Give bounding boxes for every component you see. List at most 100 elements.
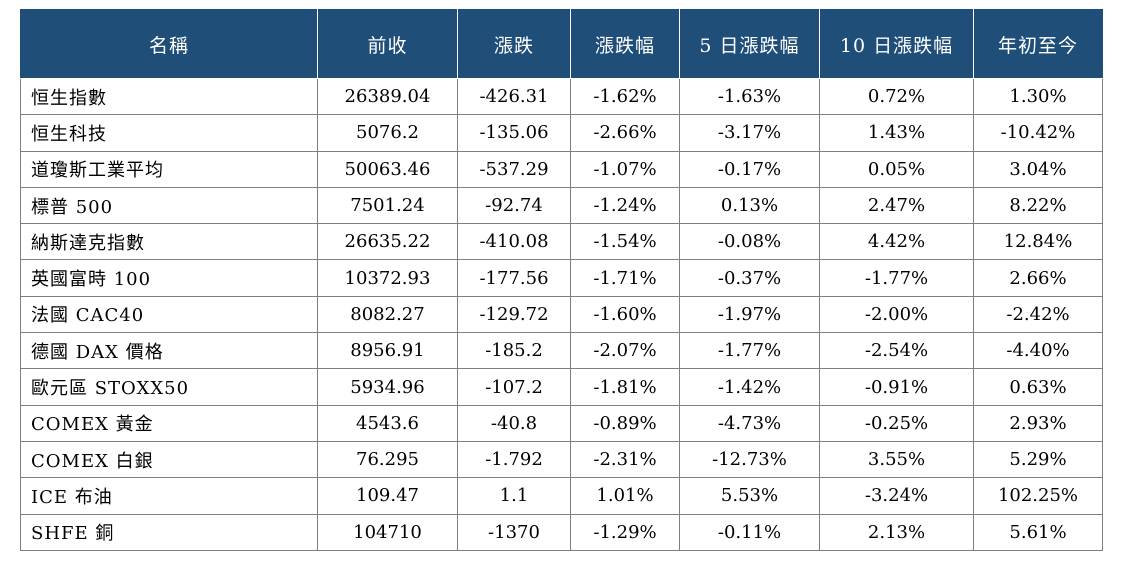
cell-5day-change-pct: 5.53% [679,477,820,515]
header-row: 名稱 前收 漲跌 漲跌幅 5 日漲跌幅 10 日漲跌幅 年初至今 [20,9,1103,79]
cell-name: 英國富時 100 [20,259,318,297]
cell-prev-close: 5934.96 [317,368,458,406]
cell-change: -185.2 [457,332,571,370]
table-row: 道瓊斯工業平均 50063.46 -537.29 -1.07% -0.17% 0.05% 3… [20,150,1103,188]
cell-ytd: -10.42% [973,114,1103,152]
cell-prev-close: 26635.22 [317,223,458,261]
table-row: 恒生指數 26389.04 -426.31 -1.62% -1.63% 0.72% 1.30… [20,77,1103,116]
cell-prev-close: 50063.46 [317,150,458,188]
cell-name: SHFE 銅 [20,513,318,551]
cell-ytd: 8.22% [973,186,1103,225]
cell-change: -1.792 [457,440,571,479]
cell-change-pct: -1.81% [570,368,680,406]
cell-change-pct: -2.31% [570,440,680,479]
cell-5day-change-pct: -0.08% [679,223,820,261]
cell-10day-change-pct: 0.05% [819,150,974,188]
cell-change-pct: -1.07% [570,150,680,188]
cell-ytd: 2.93% [973,404,1103,442]
market-table-container: 名稱 前收 漲跌 漲跌幅 5 日漲跌幅 10 日漲跌幅 年初至今 恒生指數 263… [20,9,1103,551]
table-row: 法國 CAC40 8082.27 -129.72 -1.60% -1.97% -2.00%… [20,295,1103,334]
table-row: COMEX 黃金 4543.6 -40.8 -0.89% -4.73% -0.25% 2.9… [20,404,1103,442]
cell-prev-close: 7501.24 [317,186,458,225]
cell-ytd: 2.66% [973,259,1103,297]
table-row: COMEX 白銀 76.295 -1.792 -2.31% -12.73% 3.55% 5.… [20,440,1103,479]
market-performance-table: 名稱 前收 漲跌 漲跌幅 5 日漲跌幅 10 日漲跌幅 年初至今 恒生指數 263… [20,9,1103,551]
table-row: 納斯達克指數 26635.22 -410.08 -1.54% -0.08% 4.42% 12… [20,223,1103,261]
header-change-pct: 漲跌幅 [570,9,680,79]
cell-10day-change-pct: -0.25% [819,404,974,442]
cell-5day-change-pct: -1.63% [679,77,820,116]
cell-prev-close: 8956.91 [317,332,458,370]
cell-ytd: 12.84% [973,223,1103,261]
cell-change: -92.74 [457,186,571,225]
cell-name: 道瓊斯工業平均 [20,150,318,188]
cell-10day-change-pct: 3.55% [819,440,974,479]
table-row: 恒生科技 5076.2 -135.06 -2.66% -3.17% 1.43% -10.42… [20,114,1103,152]
cell-prev-close: 4543.6 [317,404,458,442]
cell-name: 恒生指數 [20,77,318,116]
cell-prev-close: 26389.04 [317,77,458,116]
cell-5day-change-pct: -3.17% [679,114,820,152]
cell-ytd: 1.30% [973,77,1103,116]
cell-name: 納斯達克指數 [20,223,318,261]
cell-change-pct: -1.62% [570,77,680,116]
cell-5day-change-pct: -0.17% [679,150,820,188]
cell-5day-change-pct: 0.13% [679,186,820,225]
table-row: ICE 布油 109.47 1.1 1.01% 5.53% -3.24% 102.25% [20,477,1103,515]
cell-change: -177.56 [457,259,571,297]
cell-prev-close: 10372.93 [317,259,458,297]
cell-prev-close: 5076.2 [317,114,458,152]
cell-ytd: 0.63% [973,368,1103,406]
cell-5day-change-pct: -4.73% [679,404,820,442]
cell-change-pct: -0.89% [570,404,680,442]
cell-change-pct: -1.24% [570,186,680,225]
cell-name: 標普 500 [20,186,318,225]
cell-prev-close: 104710 [317,513,458,551]
cell-10day-change-pct: 4.42% [819,223,974,261]
cell-ytd: 5.29% [973,440,1103,479]
cell-5day-change-pct: -12.73% [679,440,820,479]
header-prev-close: 前收 [317,9,458,79]
cell-name: 恒生科技 [20,114,318,152]
cell-5day-change-pct: -1.77% [679,332,820,370]
cell-change: -135.06 [457,114,571,152]
cell-ytd: -2.42% [973,295,1103,334]
header-change: 漲跌 [457,9,571,79]
cell-change-pct: -2.07% [570,332,680,370]
cell-change: -107.2 [457,368,571,406]
cell-name: COMEX 白銀 [20,440,318,479]
header-5day-change-pct: 5 日漲跌幅 [679,9,820,79]
cell-ytd: 102.25% [973,477,1103,515]
cell-10day-change-pct: 1.43% [819,114,974,152]
cell-prev-close: 109.47 [317,477,458,515]
header-10day-change-pct: 10 日漲跌幅 [819,9,974,79]
cell-name: COMEX 黃金 [20,404,318,442]
cell-change-pct: -2.66% [570,114,680,152]
cell-5day-change-pct: -0.37% [679,259,820,297]
cell-name: 德國 DAX 價格 [20,332,318,370]
cell-change-pct: -1.54% [570,223,680,261]
cell-change-pct: -1.29% [570,513,680,551]
cell-name: ICE 布油 [20,477,318,515]
cell-change: -537.29 [457,150,571,188]
cell-change-pct: 1.01% [570,477,680,515]
cell-ytd: 5.61% [973,513,1103,551]
table-row: 英國富時 100 10372.93 -177.56 -1.71% -0.37% -1.77… [20,259,1103,297]
cell-5day-change-pct: -1.42% [679,368,820,406]
cell-change: -1370 [457,513,571,551]
table-body: 恒生指數 26389.04 -426.31 -1.62% -1.63% 0.72% 1.30… [20,77,1103,551]
cell-ytd: -4.40% [973,332,1103,370]
cell-5day-change-pct: -1.97% [679,295,820,334]
cell-10day-change-pct: -3.24% [819,477,974,515]
cell-prev-close: 8082.27 [317,295,458,334]
cell-change: 1.1 [457,477,571,515]
cell-prev-close: 76.295 [317,440,458,479]
cell-10day-change-pct: -0.91% [819,368,974,406]
table-header: 名稱 前收 漲跌 漲跌幅 5 日漲跌幅 10 日漲跌幅 年初至今 [20,9,1103,79]
cell-name: 歐元區 STOXX50 [20,368,318,406]
cell-5day-change-pct: -0.11% [679,513,820,551]
cell-change: -40.8 [457,404,571,442]
table-row: 德國 DAX 價格 8956.91 -185.2 -2.07% -1.77% -2.54%… [20,332,1103,370]
table-row: 標普 500 7501.24 -92.74 -1.24% 0.13% 2.47% 8.22% [20,186,1103,225]
cell-10day-change-pct: -1.77% [819,259,974,297]
